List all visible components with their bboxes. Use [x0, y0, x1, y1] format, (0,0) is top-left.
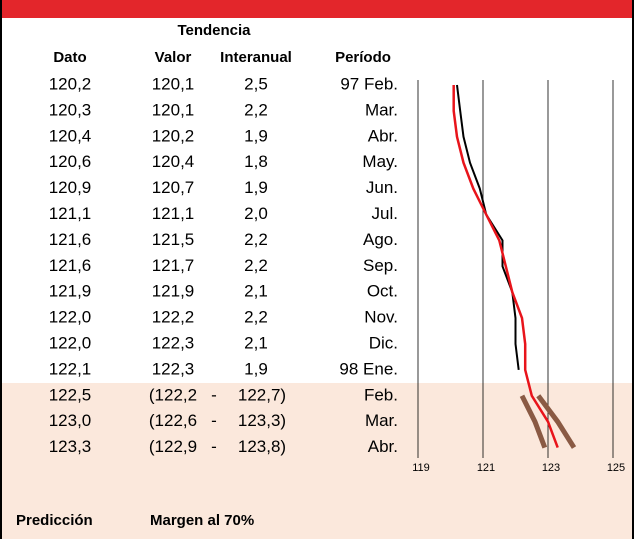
cell: (122,6 [149, 411, 197, 430]
cell: 121,1 [49, 204, 92, 223]
column-header: Valor [155, 49, 192, 66]
x-tick-label: 121 [477, 462, 495, 474]
cell: 98 Ene. [339, 359, 398, 378]
cell: (122,9 [149, 437, 197, 456]
cell: 122,5 [49, 385, 92, 404]
cell: 2,5 [244, 74, 268, 93]
cell: 122,0 [49, 308, 92, 327]
cell: 120,4 [152, 152, 195, 171]
cell: 2,0 [244, 204, 268, 223]
cell: Nov. [364, 308, 398, 327]
cell: Abr. [368, 126, 398, 145]
cell: 1,9 [244, 178, 268, 197]
cell: 97 Feb. [340, 74, 398, 93]
cell: 123,0 [49, 411, 92, 430]
cell: 121,7 [152, 256, 195, 275]
cell: Sep. [363, 256, 398, 275]
cell: 120,4 [49, 126, 92, 145]
cell: Abr. [368, 437, 398, 456]
cell: 121,5 [152, 230, 195, 249]
cell: 121,9 [152, 282, 195, 301]
cell: May. [362, 152, 398, 171]
series-line [519, 394, 548, 449]
cell: 121,1 [152, 204, 195, 223]
cell: 121,9 [49, 282, 92, 301]
cell: Ago. [363, 230, 398, 249]
column-header: Dato [53, 49, 86, 66]
cell: 120,3 [49, 100, 92, 119]
cell: 120,2 [49, 74, 92, 93]
column-header: Período [335, 49, 391, 66]
cell: 122,3 [152, 359, 195, 378]
series-line [452, 85, 559, 449]
x-tick-label: 123 [542, 462, 560, 474]
cell: Oct. [367, 282, 398, 301]
cell: Mar. [365, 411, 398, 430]
cell: 2,1 [244, 282, 268, 301]
cell: 2,2 [244, 100, 268, 119]
cell: 120,2 [152, 126, 195, 145]
cell: 120,9 [49, 178, 92, 197]
cell: 120,1 [152, 100, 195, 119]
series-line [536, 394, 577, 449]
cell: 122,2 [152, 308, 195, 327]
cell: 121,6 [49, 256, 92, 275]
cell: Feb. [364, 385, 398, 404]
cell: 120,7 [152, 178, 195, 197]
cell: 123,3 [49, 437, 92, 456]
x-tick-label: 125 [607, 462, 625, 474]
cell: 122,3 [152, 333, 195, 352]
cell: - [211, 437, 217, 456]
footer-label: Margen al 70% [150, 512, 254, 529]
cell: (122,2 [149, 385, 197, 404]
x-tick-label: 119 [412, 462, 430, 474]
cell: - [211, 385, 217, 404]
cell: 122,1 [49, 359, 92, 378]
cell: 123,3) [238, 411, 286, 430]
cell: 120,6 [49, 152, 92, 171]
title-bar [0, 0, 634, 18]
cell: 2,2 [244, 230, 268, 249]
cell: 123,8) [238, 437, 286, 456]
cell: Jul. [372, 204, 398, 223]
cell: 121,6 [49, 230, 92, 249]
cell: - [211, 411, 217, 430]
group-header: Tendencia [177, 22, 251, 39]
cell: 2,2 [244, 256, 268, 275]
cell: 120,1 [152, 74, 195, 93]
cell: Jun. [366, 178, 398, 197]
cell: 1,9 [244, 359, 268, 378]
column-header: Interanual [220, 49, 292, 66]
cell: 122,0 [49, 333, 92, 352]
cell: Mar. [365, 100, 398, 119]
cell: 122,7) [238, 385, 286, 404]
series-line [456, 84, 520, 371]
cell: Dic. [369, 333, 398, 352]
cell: 1,9 [244, 126, 268, 145]
cell: 1,8 [244, 152, 268, 171]
cell: 2,1 [244, 333, 268, 352]
footer-label: Predicción [16, 512, 93, 529]
cell: 2,2 [244, 308, 268, 327]
